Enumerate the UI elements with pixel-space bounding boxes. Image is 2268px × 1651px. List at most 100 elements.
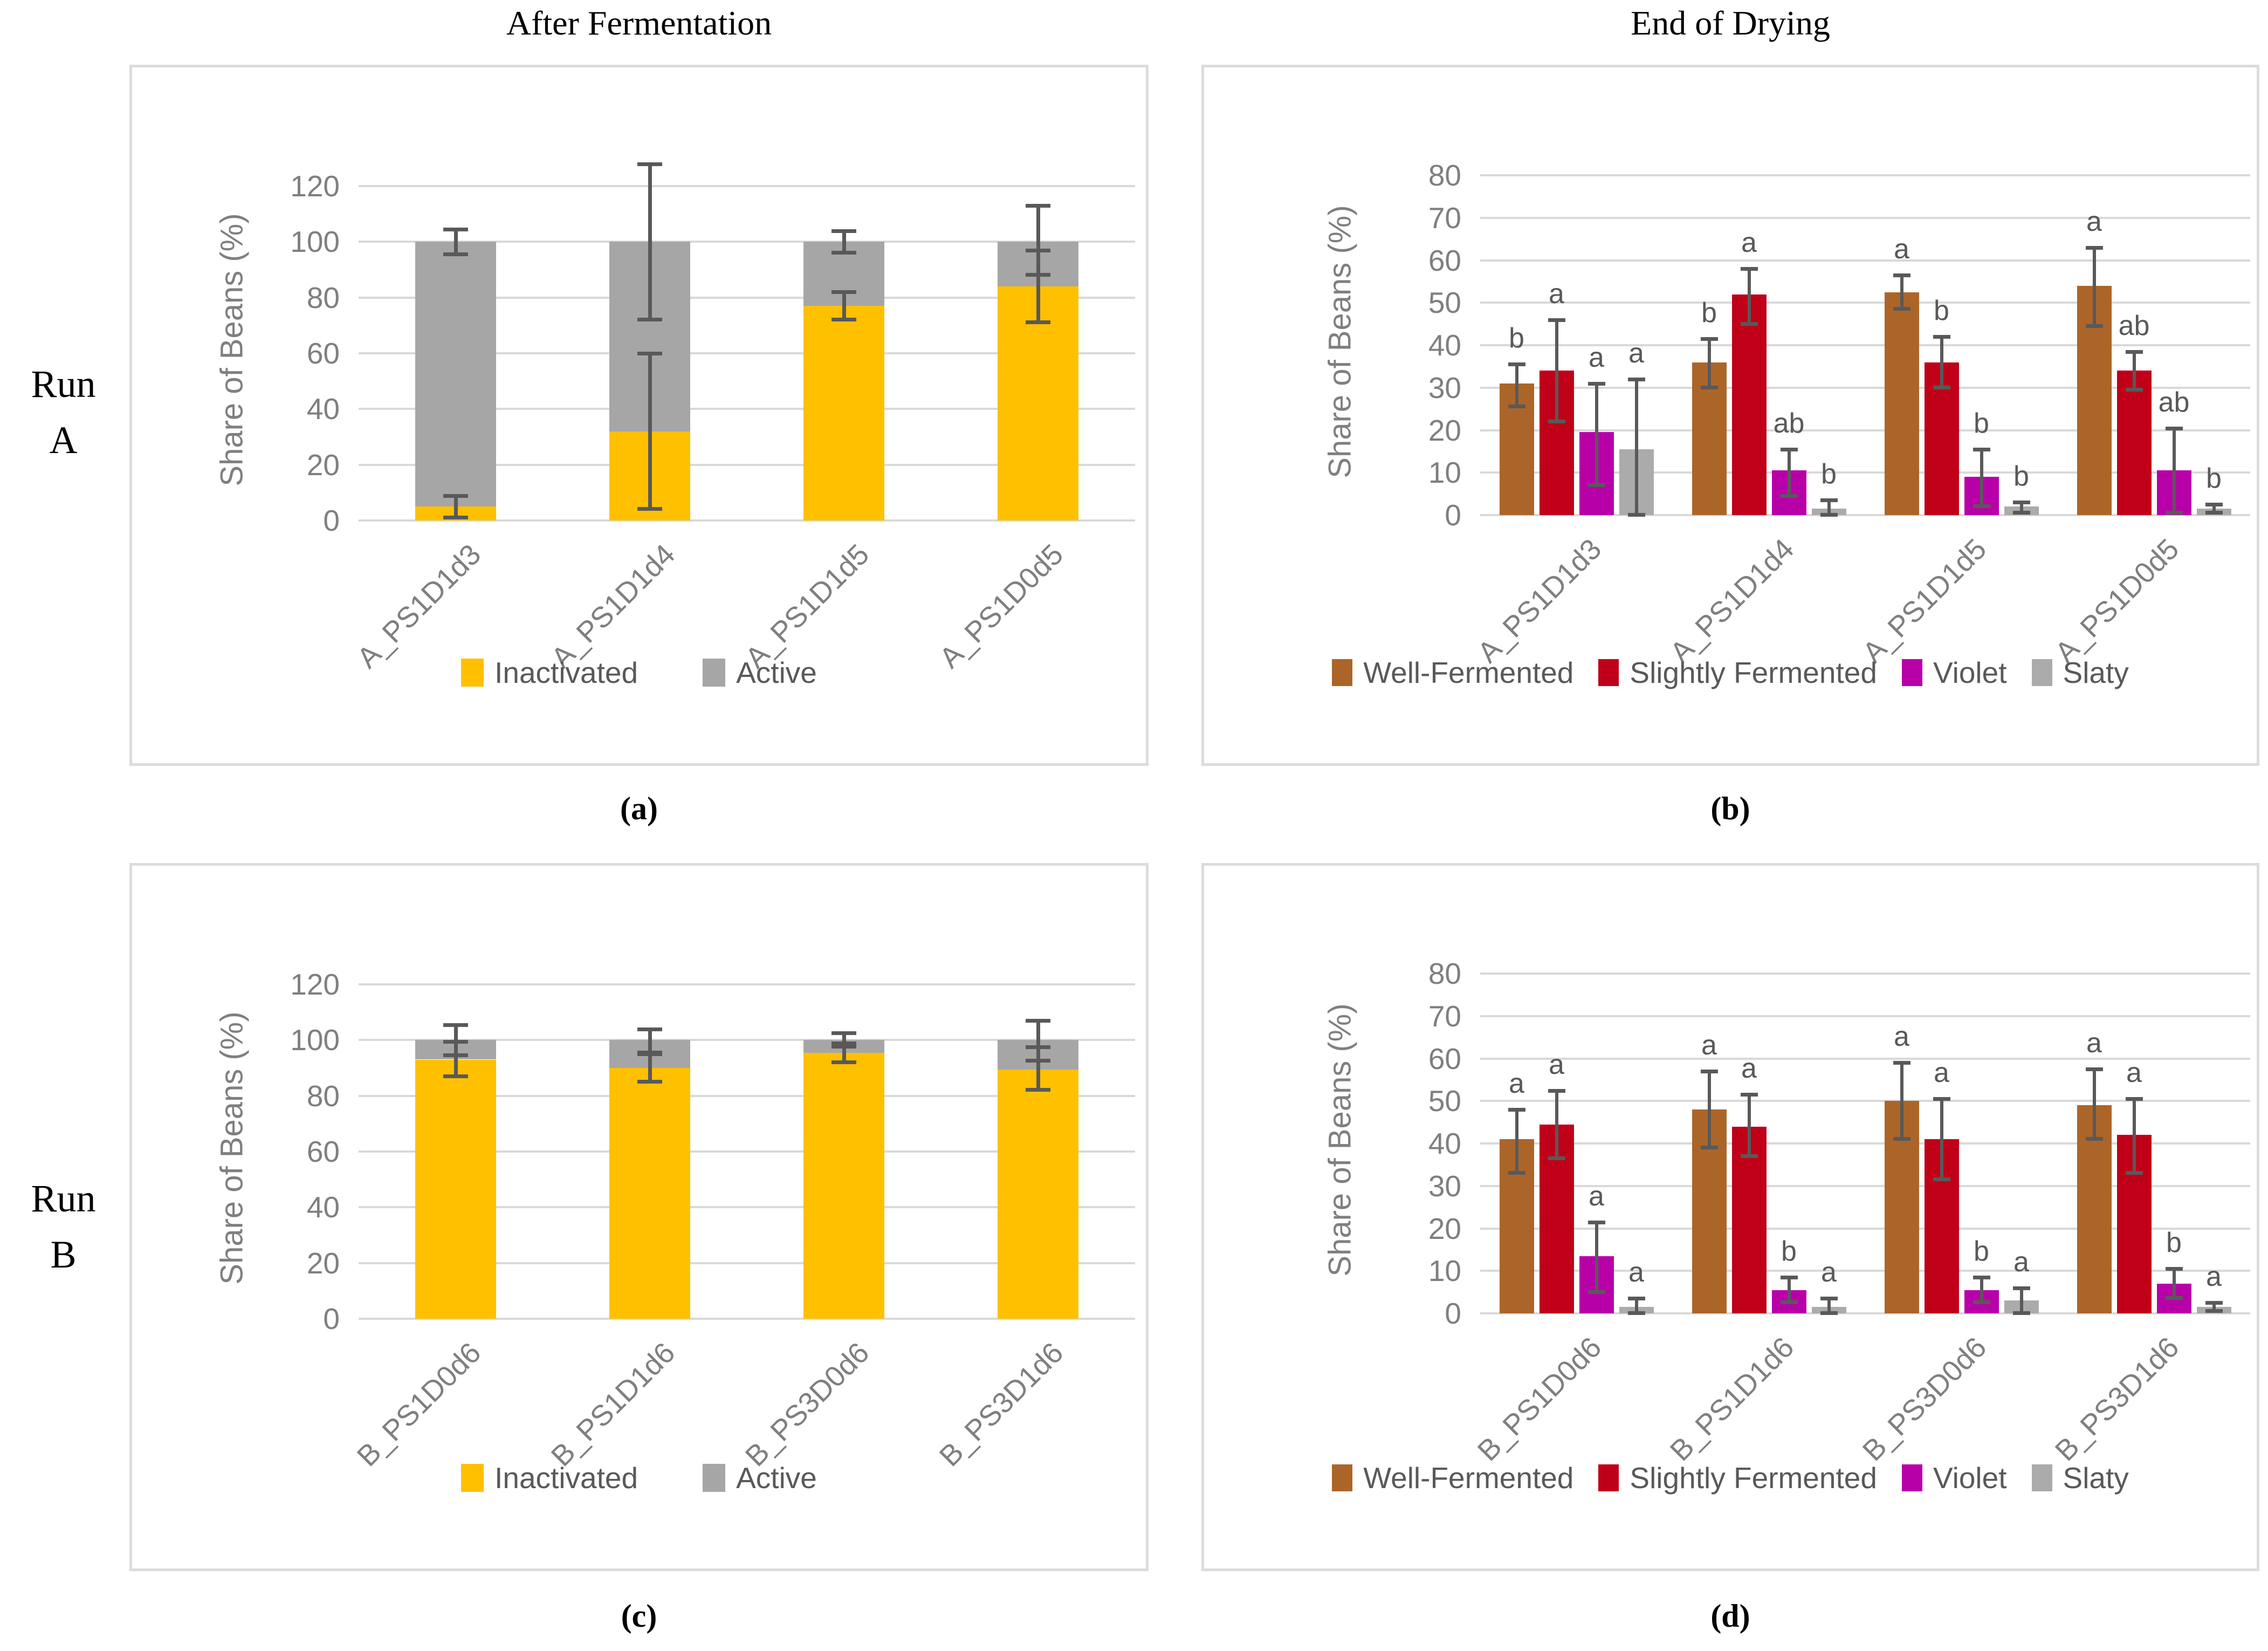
legend-item-well-fermented: Well-Fermented bbox=[1332, 1461, 1573, 1495]
error-bar bbox=[842, 230, 846, 253]
gridline bbox=[1480, 1184, 2250, 1187]
bar-inactivated bbox=[803, 1052, 884, 1319]
error-bar-cap bbox=[1740, 1154, 1758, 1158]
error-bar-cap bbox=[637, 318, 662, 321]
sig-letter: b bbox=[1781, 1236, 1797, 1268]
error-bar bbox=[2172, 1269, 2176, 1299]
error-bar-cap bbox=[1820, 1297, 1838, 1301]
legend: Well-Fermented Slightly Fermented Violet Sl… bbox=[1204, 1461, 2257, 1495]
sig-letter: a bbox=[1701, 1030, 1717, 1061]
gridline bbox=[1480, 1100, 2250, 1102]
error-bar-cap bbox=[1026, 320, 1050, 325]
error-bar bbox=[1980, 449, 1983, 507]
gridline bbox=[359, 1206, 1135, 1209]
error-bar-cap bbox=[637, 1052, 662, 1057]
y-axis-title: Share of Beans (%) bbox=[1322, 205, 1358, 478]
x-tick-label: A_PS1D1d5 bbox=[1857, 532, 1993, 669]
legend-item-active: Active bbox=[703, 1461, 817, 1495]
error-bar-cap bbox=[2205, 511, 2223, 515]
gridline bbox=[359, 296, 1135, 299]
x-tick-label: A_PS1D1d4 bbox=[545, 538, 682, 675]
y-tick-label: 30 bbox=[1428, 371, 1461, 405]
chart-panel-end-of-drying-run-b: 0 10 20 30 40 50 60 70 80 Share of Beans (%) a a a a a… bbox=[1201, 863, 2259, 1571]
y-tick-label: 120 bbox=[290, 968, 340, 1001]
run-a-line1: Run bbox=[31, 362, 96, 406]
row-label-run-b: Run B bbox=[0, 1170, 127, 1283]
error-bar-cap bbox=[2125, 1171, 2143, 1175]
gridline bbox=[1480, 1227, 2250, 1230]
error-bar-cap bbox=[1780, 1300, 1798, 1305]
sig-letter: a bbox=[1821, 1257, 1837, 1289]
legend-label: Slaty bbox=[2063, 656, 2129, 689]
legend-item-slightly-fermented: Slightly Fermented bbox=[1598, 655, 1877, 690]
error-bar-cap bbox=[1548, 1088, 1565, 1093]
error-bar-cap bbox=[443, 1039, 468, 1044]
y-tick-label: 0 bbox=[323, 504, 340, 537]
y-tick-label: 0 bbox=[1445, 1297, 1461, 1330]
error-bar-cap bbox=[1973, 447, 1990, 451]
gridline bbox=[1480, 1270, 2250, 1272]
caption-b: (b) bbox=[1710, 791, 1750, 826]
y-tick-label: 80 bbox=[1428, 957, 1461, 990]
error-bar bbox=[1555, 1090, 1558, 1159]
error-bar bbox=[1036, 250, 1040, 323]
gridline bbox=[1480, 174, 2250, 176]
y-axis-title: Share of Beans (%) bbox=[214, 1011, 250, 1285]
sig-letter: ab bbox=[1773, 407, 1805, 439]
error-bar-cap bbox=[1893, 1137, 1910, 1141]
legend-swatch-icon bbox=[461, 1464, 484, 1492]
sig-letter: a bbox=[2086, 205, 2102, 237]
caption-a: (a) bbox=[620, 791, 658, 826]
error-bar-cap bbox=[2165, 1267, 2183, 1271]
error-bar-cap bbox=[1627, 1311, 1645, 1315]
error-bar bbox=[2212, 504, 2216, 513]
gridline bbox=[359, 1094, 1135, 1097]
error-bar bbox=[1036, 1047, 1040, 1091]
run-b-line2: B bbox=[50, 1233, 77, 1276]
gridline bbox=[1480, 302, 2250, 304]
legend-item-inactivated: Inactivated bbox=[461, 655, 638, 690]
error-bar-cap bbox=[1508, 362, 1525, 367]
gridline bbox=[1480, 972, 2250, 975]
legend-item-inactivated: Inactivated bbox=[461, 1461, 638, 1495]
error-bar-cap bbox=[2205, 503, 2223, 507]
x-tick-label: B_PS1D1d6 bbox=[1664, 1331, 1800, 1468]
x-tick-label: A_PS1D1d5 bbox=[739, 538, 876, 675]
error-bar-cap bbox=[1587, 381, 1605, 386]
error-bar-cap bbox=[1587, 483, 1605, 487]
error-bar bbox=[1595, 383, 1598, 485]
bar-inactivated bbox=[998, 286, 1078, 520]
legend-swatch-icon bbox=[1598, 1464, 1619, 1491]
error-bar-cap bbox=[2012, 1286, 2030, 1290]
error-bar bbox=[453, 495, 458, 518]
legend-label: Well-Fermented bbox=[1363, 656, 1574, 689]
error-bar-cap bbox=[1026, 1045, 1050, 1050]
y-tick-label: 70 bbox=[1428, 999, 1461, 1033]
error-bar-cap bbox=[1740, 267, 1758, 271]
legend-swatch-icon bbox=[1901, 1464, 1922, 1491]
chart-panel-after-fermentation-run-a: 0 20 40 60 80 100 120 Share of Beans (%) A_PS1D1… bbox=[129, 65, 1149, 766]
legend-label: Active bbox=[736, 656, 817, 689]
y-tick-label: 50 bbox=[1428, 1084, 1461, 1118]
error-bar-cap bbox=[1740, 1093, 1758, 1097]
legend-label: Violet bbox=[1933, 656, 2007, 689]
error-bar bbox=[1515, 1109, 1518, 1174]
error-bar-cap bbox=[1933, 335, 1950, 339]
error-bar bbox=[1940, 1099, 1943, 1180]
sig-letter: b bbox=[1701, 297, 1717, 329]
sig-letter: a bbox=[1589, 1180, 1604, 1212]
error-bar bbox=[648, 353, 652, 510]
error-bar-cap bbox=[2012, 501, 2030, 505]
gridline bbox=[1480, 1057, 2250, 1060]
x-tick-label: B_PS1D0d6 bbox=[1472, 1331, 1608, 1468]
error-bar bbox=[1036, 1020, 1040, 1061]
error-bar bbox=[842, 292, 846, 320]
chart-panel-after-fermentation-run-b: 0 20 40 60 80 100 120 Share of Beans (%) B_PS1D0… bbox=[129, 863, 1149, 1571]
error-bar-cap bbox=[2125, 350, 2143, 354]
y-axis-title: Share of Beans (%) bbox=[1322, 1003, 1358, 1277]
gridline bbox=[359, 352, 1135, 354]
error-bar-cap bbox=[1508, 1108, 1525, 1112]
y-tick-label: 60 bbox=[306, 1135, 340, 1168]
error-bar bbox=[1515, 364, 1518, 407]
